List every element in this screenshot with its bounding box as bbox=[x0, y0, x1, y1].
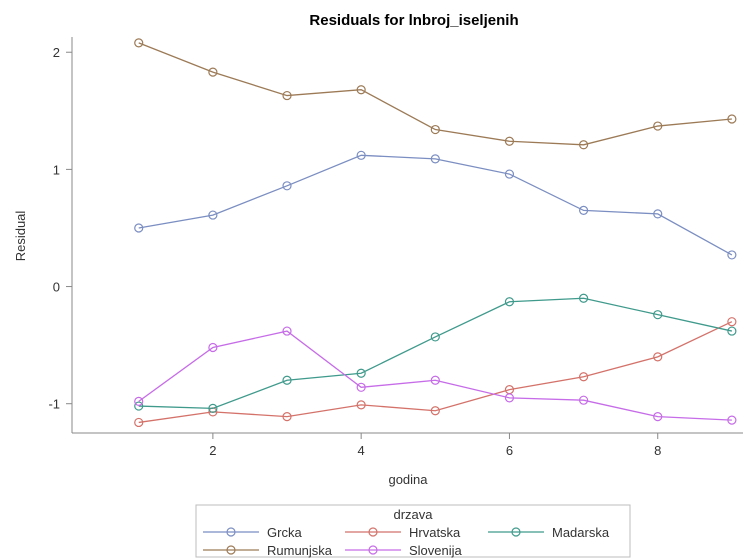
data-point bbox=[282, 326, 292, 336]
data-point bbox=[727, 326, 737, 336]
data-point bbox=[504, 169, 515, 179]
series-line bbox=[138, 321, 733, 424]
data-point bbox=[727, 317, 737, 327]
series-grcka bbox=[134, 150, 737, 260]
data-point bbox=[208, 342, 218, 353]
legend: drzava Grcka Hrvatska Madarska Rumunjska Slo… bbox=[195, 504, 631, 558]
y-tick-label: 2 bbox=[53, 45, 60, 60]
data-point bbox=[504, 393, 515, 403]
y-axis-label: Residual bbox=[13, 211, 28, 262]
chart-title: Residuals for lnbroj_iseljenih bbox=[309, 12, 518, 29]
data-point bbox=[134, 396, 144, 406]
data-point bbox=[653, 411, 663, 422]
legend-label: Hrvatska bbox=[409, 525, 461, 540]
data-point bbox=[208, 403, 218, 413]
x-tick-label: 6 bbox=[506, 443, 513, 458]
series-rumunjska bbox=[134, 38, 737, 150]
legend-swatch-marker bbox=[226, 527, 236, 537]
data-point bbox=[356, 150, 366, 160]
data-point bbox=[578, 395, 589, 405]
legend-swatch-marker bbox=[368, 527, 378, 537]
series-line bbox=[138, 297, 733, 410]
y-tick-label: -1 bbox=[48, 397, 60, 412]
data-point bbox=[430, 406, 440, 416]
legend-swatch-marker bbox=[226, 545, 236, 555]
data-point bbox=[134, 401, 144, 411]
data-point bbox=[430, 375, 440, 385]
legend-swatch-marker bbox=[368, 545, 378, 555]
data-point bbox=[504, 297, 515, 307]
data-point bbox=[727, 114, 737, 124]
series-group bbox=[134, 38, 737, 428]
legend-item-rumunjska: Rumunjska bbox=[203, 543, 333, 558]
data-point bbox=[356, 368, 366, 378]
legend-label: Madarska bbox=[552, 525, 610, 540]
legend-item-slovenija: Slovenija bbox=[345, 543, 463, 558]
data-point bbox=[578, 293, 589, 303]
data-point bbox=[430, 332, 440, 342]
x-axis-label: godina bbox=[388, 472, 428, 487]
data-point bbox=[653, 352, 663, 362]
data-point bbox=[653, 310, 663, 320]
y-tick-label: 1 bbox=[53, 162, 60, 177]
data-point bbox=[282, 375, 292, 385]
series-line bbox=[138, 42, 732, 146]
data-point bbox=[578, 205, 589, 215]
legend-item-hrvatska: Hrvatska bbox=[345, 525, 461, 540]
data-point bbox=[727, 415, 737, 425]
series-line bbox=[138, 154, 733, 256]
data-point bbox=[282, 181, 292, 191]
x-tick-label: 2 bbox=[209, 443, 216, 458]
data-point bbox=[578, 140, 589, 150]
legend-item-madarska: Madarska bbox=[488, 525, 610, 540]
legend-title: drzava bbox=[393, 507, 433, 522]
legend-frame bbox=[195, 504, 631, 558]
legend-label: Slovenija bbox=[409, 543, 463, 558]
y-tick-label: 0 bbox=[53, 280, 60, 295]
data-point bbox=[208, 67, 218, 77]
legend-label: Rumunjska bbox=[267, 543, 333, 558]
data-point bbox=[578, 372, 589, 382]
axes: 2 4 6 8 -1 0 1 2 bbox=[48, 37, 743, 458]
legend-label: Grcka bbox=[267, 525, 302, 540]
x-tick-label: 8 bbox=[654, 443, 661, 458]
data-point bbox=[430, 124, 440, 135]
data-point bbox=[356, 85, 366, 95]
data-point bbox=[727, 250, 737, 260]
series-hrvatska bbox=[134, 317, 737, 428]
data-point bbox=[653, 121, 663, 131]
data-point bbox=[282, 411, 292, 422]
data-point bbox=[134, 38, 144, 48]
x-tick-label: 4 bbox=[358, 443, 365, 458]
data-point bbox=[356, 400, 366, 410]
series-slovenija bbox=[134, 326, 737, 425]
data-point bbox=[134, 223, 144, 233]
data-point bbox=[134, 417, 144, 428]
data-point bbox=[653, 209, 663, 219]
series-line bbox=[138, 330, 732, 421]
data-point bbox=[430, 154, 440, 164]
data-point bbox=[504, 136, 515, 146]
series-madarska bbox=[134, 293, 737, 413]
data-point bbox=[208, 210, 218, 220]
data-point bbox=[282, 90, 292, 101]
data-point bbox=[356, 382, 366, 392]
legend-swatch-marker bbox=[511, 527, 521, 537]
legend-item-grcka: Grcka bbox=[203, 525, 302, 540]
